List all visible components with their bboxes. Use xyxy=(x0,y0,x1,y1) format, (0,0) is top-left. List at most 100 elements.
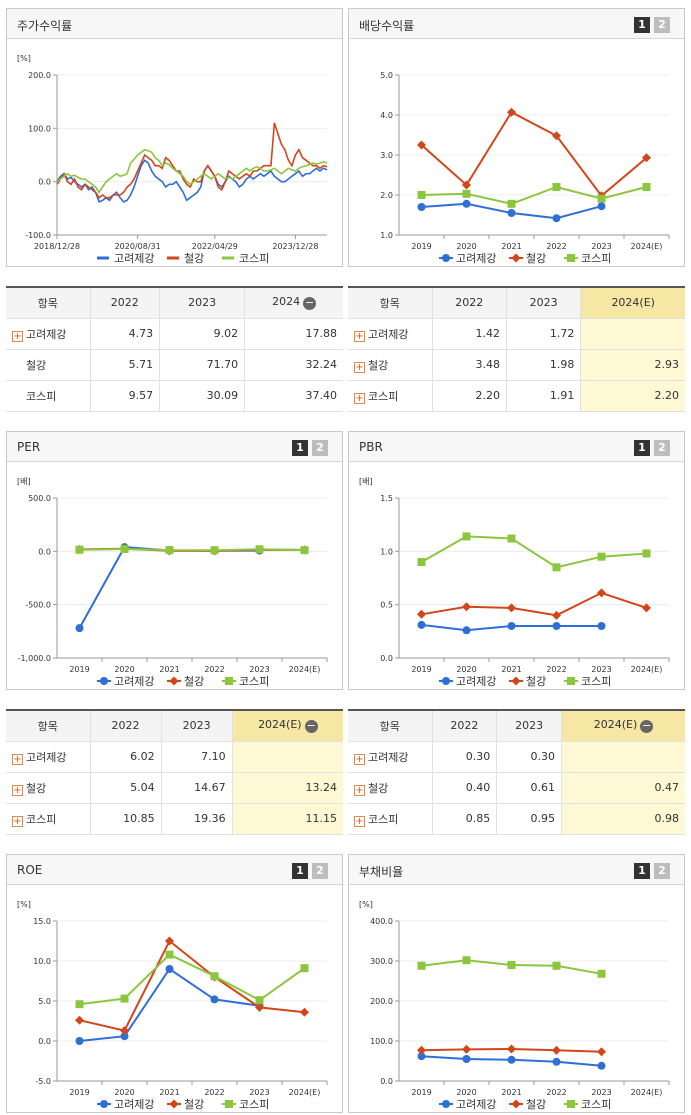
row-name: 코스피 xyxy=(26,389,57,403)
data-point xyxy=(642,183,651,191)
value-cell: 2.93 xyxy=(580,349,685,381)
data-point xyxy=(120,544,129,553)
expand-icon[interactable]: + xyxy=(354,361,365,373)
diamond-marker-icon xyxy=(169,676,179,686)
expand-icon[interactable]: + xyxy=(354,815,365,827)
stock-return-panel: 주가수익률 [%] 200.0 100.0 0.0 -100.0 2018/12/28 20… xyxy=(6,8,343,267)
column-header-label: 2022 xyxy=(455,296,484,310)
collapse-icon[interactable]: − xyxy=(303,296,317,311)
page-1-button[interactable]: 1 xyxy=(634,17,650,33)
series-line xyxy=(79,953,306,1006)
roe-chart: [%]15.0 10.0 5.0 0.0 -5.0 2019 2020 2021 2022 202… xyxy=(17,900,328,1111)
data-point xyxy=(417,1052,426,1061)
y-tick-label: 5.0 xyxy=(38,997,51,1006)
row-name-cell: 코스피 xyxy=(6,380,90,412)
data-point xyxy=(552,1045,561,1055)
y-tick-label: 500.0 xyxy=(28,494,51,503)
data-point xyxy=(552,563,561,572)
data-table: 항목 2022 2023 2024(E) − + 고려제강 0.30 0.30 + 철강 0.40 0.… xyxy=(348,711,685,835)
page-1-button[interactable]: 1 xyxy=(634,440,650,456)
row-name: 고려제강 xyxy=(26,750,67,764)
stock-return-table: 항목 2022 2023 2024− + 고려제강 4.73 9.02 17.88 철강 5.71 7… xyxy=(6,286,343,412)
row-name: 고려제강 xyxy=(26,327,67,341)
data-table: 항목 2022 2023 2024(E) + 고려제강 1.42 1.72 + 철강 3.48 1.9… xyxy=(348,288,685,412)
legend-label: 철강 xyxy=(184,1098,204,1111)
page-2-button[interactable]: 2 xyxy=(654,17,670,33)
data-point xyxy=(300,1007,309,1017)
legend-label: 철강 xyxy=(526,1098,546,1111)
x-tick-label: 2020 xyxy=(114,665,134,674)
legend-label: 철강 xyxy=(526,675,546,688)
data-point xyxy=(300,964,309,973)
series-코스피 xyxy=(56,148,328,194)
circle-marker-icon xyxy=(442,677,450,685)
page-2-button[interactable]: 2 xyxy=(654,863,670,879)
square-marker-icon xyxy=(567,677,575,685)
page-1-button[interactable]: 1 xyxy=(634,863,650,879)
column-header: 2024− xyxy=(244,288,343,319)
series-고려제강 xyxy=(75,965,264,1045)
expand-icon[interactable]: + xyxy=(354,753,365,765)
expand-icon[interactable]: + xyxy=(354,330,365,342)
value-cell: 17.88 xyxy=(244,318,343,350)
data-table: 항목 2022 2023 2024(E) − + 고려제강 6.02 7.10 + 철강 5.04 14… xyxy=(6,711,343,835)
expand-icon[interactable]: + xyxy=(12,815,23,827)
header-row: 항목 2022 2023 2024(E) − xyxy=(348,711,685,742)
data-point xyxy=(552,183,561,191)
expand-icon[interactable]: + xyxy=(12,753,23,765)
value-cell: 0.40 xyxy=(431,772,497,804)
value-cell: 9.02 xyxy=(159,318,245,350)
table-row: + 철강 5.04 14.67 13.24 xyxy=(6,772,343,804)
data-point xyxy=(552,610,561,620)
column-header: 항목 xyxy=(6,288,90,319)
column-header: 2024(E) − xyxy=(231,711,343,742)
series-철강 xyxy=(75,936,309,1036)
series-철강 xyxy=(417,107,651,201)
data-point xyxy=(417,558,426,566)
y-tick-label: 100.0 xyxy=(370,1037,393,1046)
page-2-button[interactable]: 2 xyxy=(654,440,670,456)
data-point xyxy=(417,620,426,629)
value-cell: 5.04 xyxy=(89,772,162,804)
page-1-button[interactable]: 1 xyxy=(292,863,308,879)
collapse-icon[interactable]: − xyxy=(640,719,654,734)
expand-icon[interactable]: + xyxy=(12,784,23,796)
series-line xyxy=(56,159,328,203)
data-point xyxy=(120,1032,129,1041)
row-name: 고려제강 xyxy=(368,327,409,341)
value-cell: 1.72 xyxy=(505,318,581,350)
series-고려제강 xyxy=(417,620,606,635)
x-tick-label: 2019 xyxy=(69,1088,89,1097)
series-line xyxy=(78,546,260,629)
value-cell: 0.85 xyxy=(431,803,497,835)
x-tick-label: 2021 xyxy=(501,1088,521,1097)
collapse-icon[interactable]: − xyxy=(304,719,318,734)
x-tick-label: 2023 xyxy=(249,1088,269,1097)
expand-icon[interactable]: + xyxy=(354,784,365,796)
y-tick-label: 400.0 xyxy=(370,917,393,926)
x-tick-label: 2020 xyxy=(456,1088,476,1097)
page-2-button[interactable]: 2 xyxy=(312,863,328,879)
legend: 고려제강 철강 코스피 xyxy=(97,675,269,688)
x-tick-label: 2022 xyxy=(546,1088,566,1097)
x-tick-label: 2021 xyxy=(159,665,179,674)
unit-label: [%] xyxy=(359,900,373,909)
page-2-button[interactable]: 2 xyxy=(312,440,328,456)
series-철강 xyxy=(56,122,328,199)
value-cell: 0.30 xyxy=(431,741,497,773)
data-point xyxy=(507,534,516,543)
expand-icon[interactable]: + xyxy=(354,392,365,404)
row-name-cell: + 고려제강 xyxy=(6,318,90,350)
table-row: 철강 5.71 71.70 32.24 xyxy=(6,349,343,381)
expand-icon[interactable]: + xyxy=(12,330,23,342)
page-1-button[interactable]: 1 xyxy=(292,440,308,456)
panel-title: 주가수익률 xyxy=(17,19,73,33)
data-point xyxy=(597,194,606,203)
diamond-marker-icon xyxy=(511,676,521,686)
column-header-label: 2024(E) xyxy=(611,296,655,310)
value-cell: 5.71 xyxy=(89,349,160,381)
row-name-cell: + 고려제강 xyxy=(6,741,90,773)
